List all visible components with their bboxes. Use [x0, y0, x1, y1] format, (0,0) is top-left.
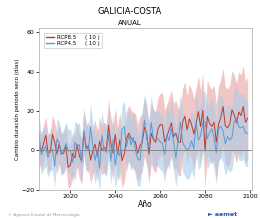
X-axis label: Año: Año [138, 200, 153, 209]
Text: GALICIA-COSTA: GALICIA-COSTA [98, 7, 162, 15]
Legend: RCP8.5     ( 10 ), RCP4.5     ( 10 ): RCP8.5 ( 10 ), RCP4.5 ( 10 ) [44, 33, 102, 48]
Text: ANUAL: ANUAL [118, 20, 142, 26]
Text: ► aemet: ► aemet [208, 212, 237, 217]
Text: © Agencia Estatal de Meteorología: © Agencia Estatal de Meteorología [8, 213, 79, 217]
Y-axis label: Cambio duración periodo seco (días): Cambio duración periodo seco (días) [15, 58, 20, 160]
